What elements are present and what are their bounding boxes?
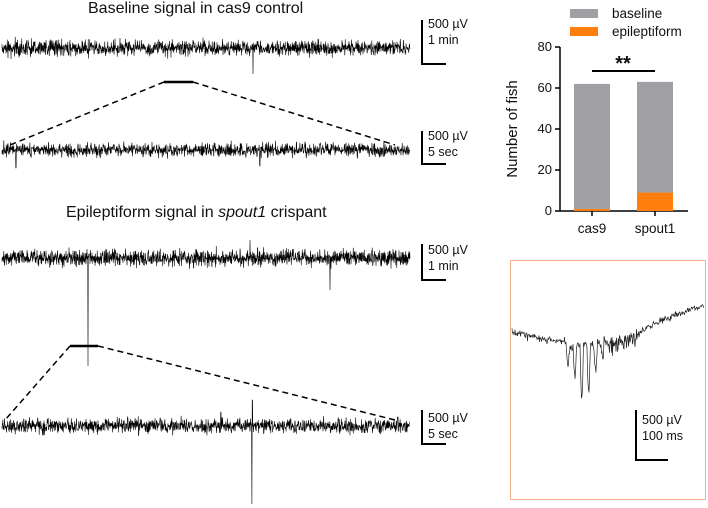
epileptiform-trace-overview [1, 239, 411, 367]
x-tick-label-spout1: spout1 [635, 221, 676, 236]
y-tick-label: 60 [538, 80, 552, 95]
scalebar-amp: 500 µV [428, 243, 468, 257]
scalebar-epileptiform-zoomed [421, 410, 446, 445]
scalebar-time: 1 min [428, 259, 459, 273]
scalebar-label-epileptiform-overview: 500 µV 1 min [428, 242, 468, 274]
scalebar-baseline-zoomed [421, 131, 446, 165]
significance-label: ** [615, 53, 631, 75]
scalebar-label-baseline-zoomed: 500 µV 5 sec [428, 128, 468, 160]
y-tick-label: 20 [538, 162, 552, 177]
scalebar-amp: 500 µV [428, 17, 468, 31]
scalebar-amp: 500 µV [428, 129, 468, 143]
scalebar-time: 1 min [428, 33, 459, 47]
scalebar-time: 100 ms [642, 429, 683, 443]
bar-epileptiform-spout1 [637, 192, 673, 211]
inset-panel [510, 260, 706, 500]
scalebar-baseline-overview [421, 20, 446, 65]
epileptiform-title-suffix: crispant [266, 204, 327, 221]
scalebar-label-baseline-overview: 500 µV 1 min [428, 16, 468, 48]
legend-label-baseline: baseline [612, 6, 662, 21]
bar-baseline-spout1 [637, 81, 673, 193]
epileptiform-zoom-line-right [97, 345, 396, 421]
scalebar-label-inset: 500 µV 100 ms [642, 412, 683, 444]
scalebar-epileptiform-overview [421, 244, 446, 281]
y-tick-label: 80 [538, 39, 552, 54]
epileptiform-title-prefix: Epileptiform signal in [66, 204, 219, 221]
scalebar-time: 5 sec [428, 145, 458, 159]
y-axis-label: Number of fish [504, 80, 521, 178]
legend-label-epileptiform: epileptiform [612, 24, 682, 39]
bar-baseline-cas9 [574, 83, 610, 209]
y-tick-label: 40 [538, 121, 552, 136]
scalebar-amp: 500 µV [428, 411, 468, 425]
inset-trace [511, 304, 705, 399]
scalebar-inset [635, 410, 668, 461]
bar-epileptiform-cas9 [574, 208, 610, 211]
epileptiform-trace-zoomed [1, 399, 410, 505]
baseline-zoom-line-left [9, 81, 165, 146]
legend-swatch-epileptiform [570, 27, 598, 36]
epileptiform-panel-title: Epileptiform signal in spout1 crispant [66, 204, 327, 222]
epileptiform-title-gene: spout1 [218, 204, 267, 221]
baseline-zoom-line-right [192, 81, 396, 146]
scalebar-amp: 500 µV [642, 413, 682, 427]
baseline-trace-overview [1, 36, 411, 75]
epileptiform-zoom-line-left [4, 345, 71, 421]
x-tick-label-cas9: cas9 [578, 221, 607, 236]
legend-swatch-baseline [570, 9, 598, 18]
y-tick-label: 0 [545, 203, 552, 218]
baseline-panel-title: Baseline signal in cas9 control [88, 0, 304, 17]
baseline-trace-zoomed [1, 140, 410, 169]
scalebar-label-epileptiform-zoomed: 500 µV 5 sec [428, 410, 468, 442]
scalebar-time: 5 sec [428, 427, 458, 441]
